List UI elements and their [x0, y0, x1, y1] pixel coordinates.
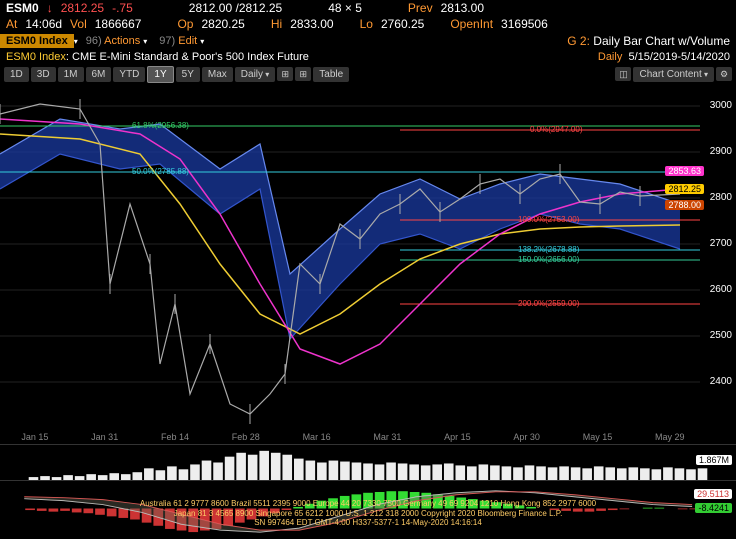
x-tick: Mar 31	[373, 432, 401, 442]
lo-value: 2760.25	[381, 17, 424, 31]
period-1d[interactable]: 1D	[4, 67, 29, 82]
volume-panel[interactable]: 1.867M	[0, 444, 736, 480]
x-axis-labels: Jan 15 Jan 31 Feb 14 Feb 28 Mar 16 Mar 31 Apr …	[0, 432, 706, 442]
period-6m[interactable]: 6M	[86, 67, 112, 82]
prev-value: 2813.00	[441, 1, 484, 15]
at-value: 14:06d	[25, 17, 62, 31]
period-1y[interactable]: 1Y	[147, 66, 173, 83]
period-ytd[interactable]: YTD	[113, 67, 145, 82]
fib-label: 200.0%(2559.00)	[516, 299, 581, 308]
fib-label: 100.0%(2753.00)	[516, 215, 581, 224]
openint-value: 3169506	[501, 17, 548, 31]
period-5y[interactable]: 5Y	[176, 67, 200, 82]
x-tick: May 29	[655, 432, 685, 442]
x-tick: Jan 31	[91, 432, 118, 442]
period-1m[interactable]: 1M	[58, 67, 84, 82]
chart-title: G 2: Daily Bar Chart w/Volume	[567, 34, 730, 48]
x-tick: Feb 28	[232, 432, 260, 442]
op-label: Op	[177, 17, 193, 31]
actions-menu[interactable]: Actions	[104, 35, 140, 47]
y-tick: 2900	[710, 146, 732, 157]
subtitle-bar: ESM0 Index: CME E-Mini Standard & Poor's…	[0, 50, 736, 64]
hi-value: 2833.00	[290, 17, 333, 31]
y-tick: 2600	[710, 284, 732, 295]
sub-ticker: ESM0 Index	[6, 51, 66, 63]
chart-type-icon[interactable]: ⊞	[277, 67, 293, 81]
bid-ask-size: 48 × 5	[328, 1, 362, 15]
hi-label: Hi	[271, 17, 282, 31]
op-value: 2820.25	[201, 17, 244, 31]
table-button[interactable]: Table	[313, 67, 349, 82]
period-max[interactable]: Max	[202, 67, 233, 82]
y-tick: 2700	[710, 238, 732, 249]
footer-line-3: SN 997464 EDT GMT-4:00 H337-5377-1 14-Ma…	[4, 518, 732, 528]
x-tick: Feb 14	[161, 432, 189, 442]
edit-menu[interactable]: Edit	[178, 35, 197, 47]
fib-label: 150.0%(2656.00)	[516, 255, 581, 264]
footer-line-1: Australia 61 2 9777 8600 Brazil 5511 239…	[4, 499, 732, 509]
x-tick: Apr 30	[513, 432, 540, 442]
y-tick: 2800	[710, 192, 732, 203]
y-tick: 3000	[710, 100, 732, 111]
interval-dropdown[interactable]: Daily	[235, 67, 275, 82]
price-marker: 2788.00	[665, 200, 704, 210]
date-range: 5/15/2019-5/14/2020	[628, 51, 730, 63]
period-3d[interactable]: 3D	[31, 67, 56, 82]
fib-label: 50.0%(2785.88)	[130, 167, 191, 176]
index-tab[interactable]: ESM0 Index	[0, 34, 74, 48]
x-tick: May 15	[583, 432, 613, 442]
fib-label: 138.2%(2678.88)	[516, 245, 581, 254]
quote-row-1: ESM0 ↓ 2812.25 -.75 2812.00 /2812.25 48 …	[0, 0, 736, 16]
x-tick: Jan 15	[21, 432, 48, 442]
chevron-down-icon[interactable]: ▾	[74, 37, 78, 46]
sub-desc: : CME E-Mini Standard & Poor's 500 Index…	[66, 51, 309, 63]
layout-icon[interactable]: ◫	[615, 67, 631, 81]
terminal-footer: Australia 61 2 9777 8600 Brazil 5511 239…	[0, 497, 736, 530]
price-marker: 2853.63	[665, 166, 704, 176]
ticker-symbol: ESM0	[6, 1, 39, 15]
prev-label: Prev	[408, 1, 433, 15]
fib-label: 61.8%(2956.38)	[130, 121, 191, 130]
fib-label: 0.0%(2947.00)	[528, 125, 584, 134]
ask: 2812.25	[239, 1, 282, 15]
vol-label: Vol	[70, 17, 87, 31]
quote-row-2: At 14:06d Vol 1866667 Op 2820.25 Hi 2833…	[0, 16, 736, 32]
y-tick: 2500	[710, 330, 732, 341]
tab-bar: ESM0 Index ▾ 96) Actions ▾ 97) Edit ▾ G …	[0, 32, 736, 50]
at-label: At	[6, 17, 17, 31]
x-tick: Apr 15	[444, 432, 471, 442]
vol-value: 1866667	[95, 17, 142, 31]
last-price: 2812.25	[61, 1, 104, 15]
gear-icon[interactable]: ⚙	[716, 67, 732, 81]
y-tick: 2400	[710, 376, 732, 387]
lo-label: Lo	[360, 17, 373, 31]
openint-label: OpenInt	[450, 17, 493, 31]
bid: 2812.00	[189, 1, 232, 15]
arrow-down-icon: ↓	[47, 1, 53, 15]
volume-badge: 1.867M	[696, 455, 732, 465]
x-tick: Mar 16	[303, 432, 331, 442]
footer-line-2: Japan 81 3 4565 8900 Singapore 65 6212 1…	[4, 509, 732, 519]
chart-toolbar: 1D3D1M6MYTD1Y5YMaxDaily⊞⊞Table◫Chart Con…	[0, 64, 736, 84]
frequency: Daily	[598, 51, 622, 63]
indicator-icon[interactable]: ⊞	[295, 67, 311, 81]
chart-content-dropdown[interactable]: Chart Content	[633, 67, 714, 82]
price-chart[interactable]: 3000 2900 2800 2700 2600 2500 2400 2853.63 2812…	[0, 84, 736, 444]
price-change: -.75	[112, 1, 133, 15]
price-marker: 2812.25	[665, 184, 704, 194]
